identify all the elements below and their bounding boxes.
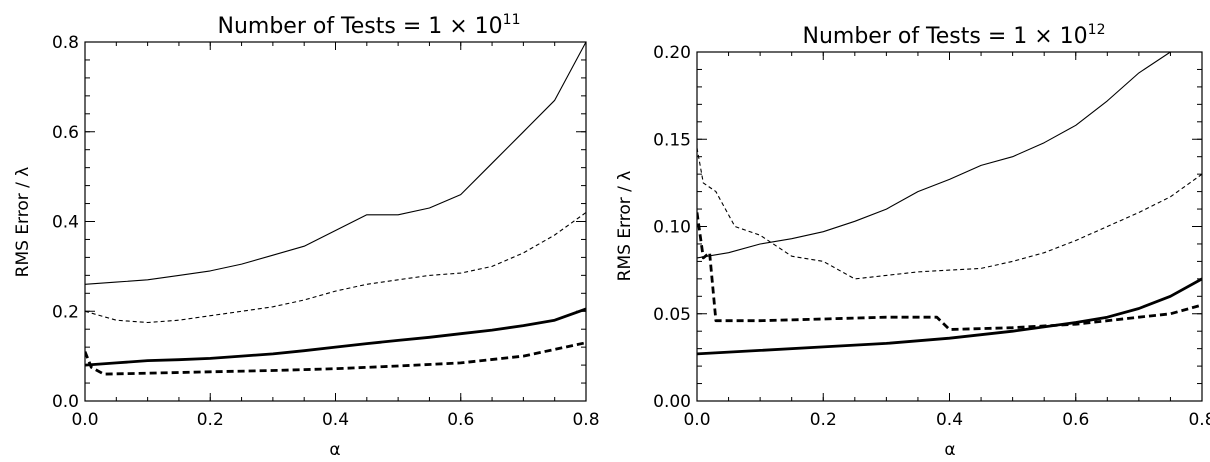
series-line-thick-dashed — [85, 341, 586, 376]
x-tick-label: 0.4 — [322, 410, 349, 430]
x-tick-label: 0.6 — [447, 410, 474, 430]
y-tick-label: 0.15 — [653, 130, 691, 150]
chart-title: Number of Tests = 1 × 1011 — [217, 12, 520, 39]
series-line-thick-solid — [697, 277, 1202, 356]
x-tick-label: 0.8 — [1188, 410, 1210, 430]
y-axis: 0.00 0.05 0.10 0.15 0.20 — [653, 43, 1202, 412]
series-line-thin-solid — [697, 52, 1171, 259]
x-axis: 0.0 0.2 0.4 0.6 0.8 — [683, 52, 1210, 430]
x-tick-label: 0.4 — [936, 410, 963, 430]
y-tick-label: 0.6 — [52, 123, 79, 143]
y-tick-label: 0.20 — [653, 43, 691, 63]
y-tick-label: 0.00 — [653, 392, 691, 412]
x-tick-label: 0.2 — [197, 410, 224, 430]
x-axis-label: α — [944, 440, 955, 460]
x-axis: 0.0 0.2 0.4 0.6 0.8 — [71, 42, 600, 430]
y-tick-label: 0.05 — [653, 305, 691, 325]
y-tick-label: 0.8 — [52, 33, 79, 53]
y-axis-label: RMS Error / λ — [615, 171, 635, 282]
y-axis: 0.0 0.2 0.4 0.6 0.8 — [52, 33, 586, 412]
x-tick-label: 0.2 — [810, 410, 837, 430]
y-tick-label: 0.4 — [52, 213, 79, 233]
y-tick-label: 0.10 — [653, 218, 691, 238]
series-line-thick-solid — [85, 307, 586, 367]
y-tick-label: 0.2 — [52, 302, 79, 322]
y-tick-label: 0.0 — [52, 392, 79, 412]
series-lines — [85, 42, 586, 376]
chart-panel-right: Number of Tests = 1 × 1012 0.0 0.2 0.4 0.6 0… — [615, 22, 1210, 460]
series-line-thick-dashed — [697, 212, 1202, 331]
x-tick-label: 0.6 — [1062, 410, 1089, 430]
series-line-thin-dashed — [85, 212, 586, 324]
chart-title: Number of Tests = 1 × 1012 — [802, 22, 1105, 49]
x-tick-label: 0.8 — [572, 410, 599, 430]
series-lines — [697, 52, 1202, 356]
x-tick-label: 0.0 — [71, 410, 98, 430]
series-line-thin-solid — [85, 42, 586, 285]
x-axis-label: α — [329, 440, 340, 460]
series-line-thin-dashed — [697, 147, 1202, 280]
y-axis-label: RMS Error / λ — [13, 167, 33, 278]
chart-panel-left: Number of Tests = 1 × 1011 0.0 0.2 0.4 0.6 0… — [13, 12, 600, 460]
x-tick-label: 0.0 — [683, 410, 710, 430]
